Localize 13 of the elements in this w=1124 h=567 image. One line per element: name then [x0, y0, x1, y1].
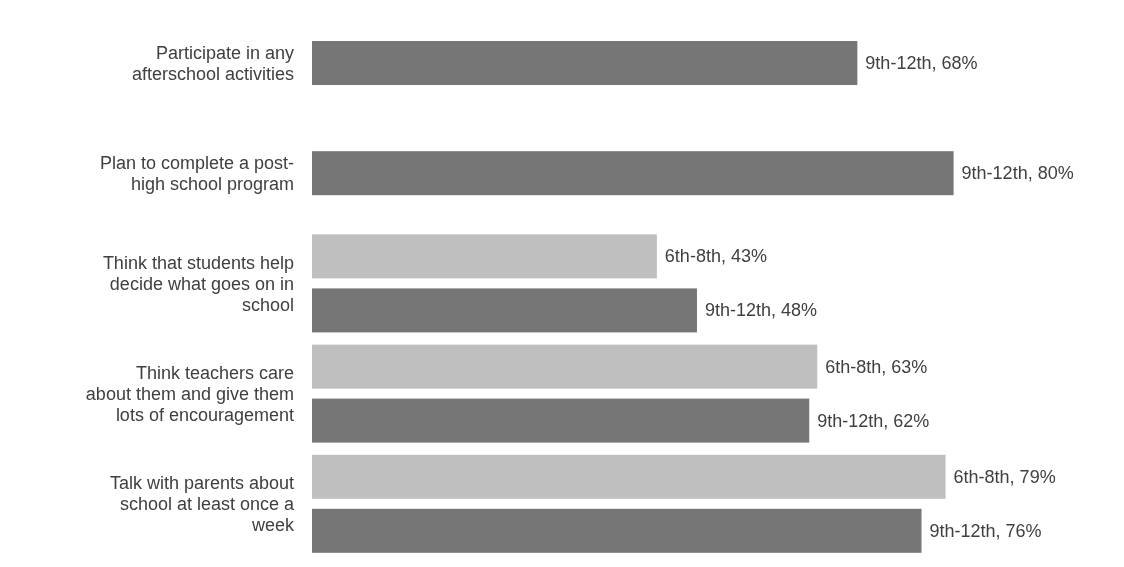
data-label: 9th-12th, 76% [929, 520, 1042, 541]
data-label: 9th-12th, 48% [704, 300, 818, 321]
y-tick-label: Participate in any afterschool activities [131, 42, 294, 84]
data-label: 9th-12th, 68% [865, 53, 978, 73]
y-tick-label: Think teachers care about them and give them lots of encouragement [85, 362, 294, 425]
data-label: 9th-12th, 62% [817, 410, 930, 431]
y-tick-label: Think that students help decide what goes on in school [102, 252, 294, 315]
data-label: 6th-8th, 43% [664, 246, 767, 267]
data-label: 9th-12th, 80% [961, 163, 1074, 184]
data-label: 6th-8th, 79% [953, 466, 1056, 487]
data-label: 6th-8th, 63% [825, 356, 928, 377]
y-tick-label: Plan to complete a post-high school program [99, 152, 294, 194]
y-tick-label: Talk with parents about school at least once a week [109, 472, 295, 535]
